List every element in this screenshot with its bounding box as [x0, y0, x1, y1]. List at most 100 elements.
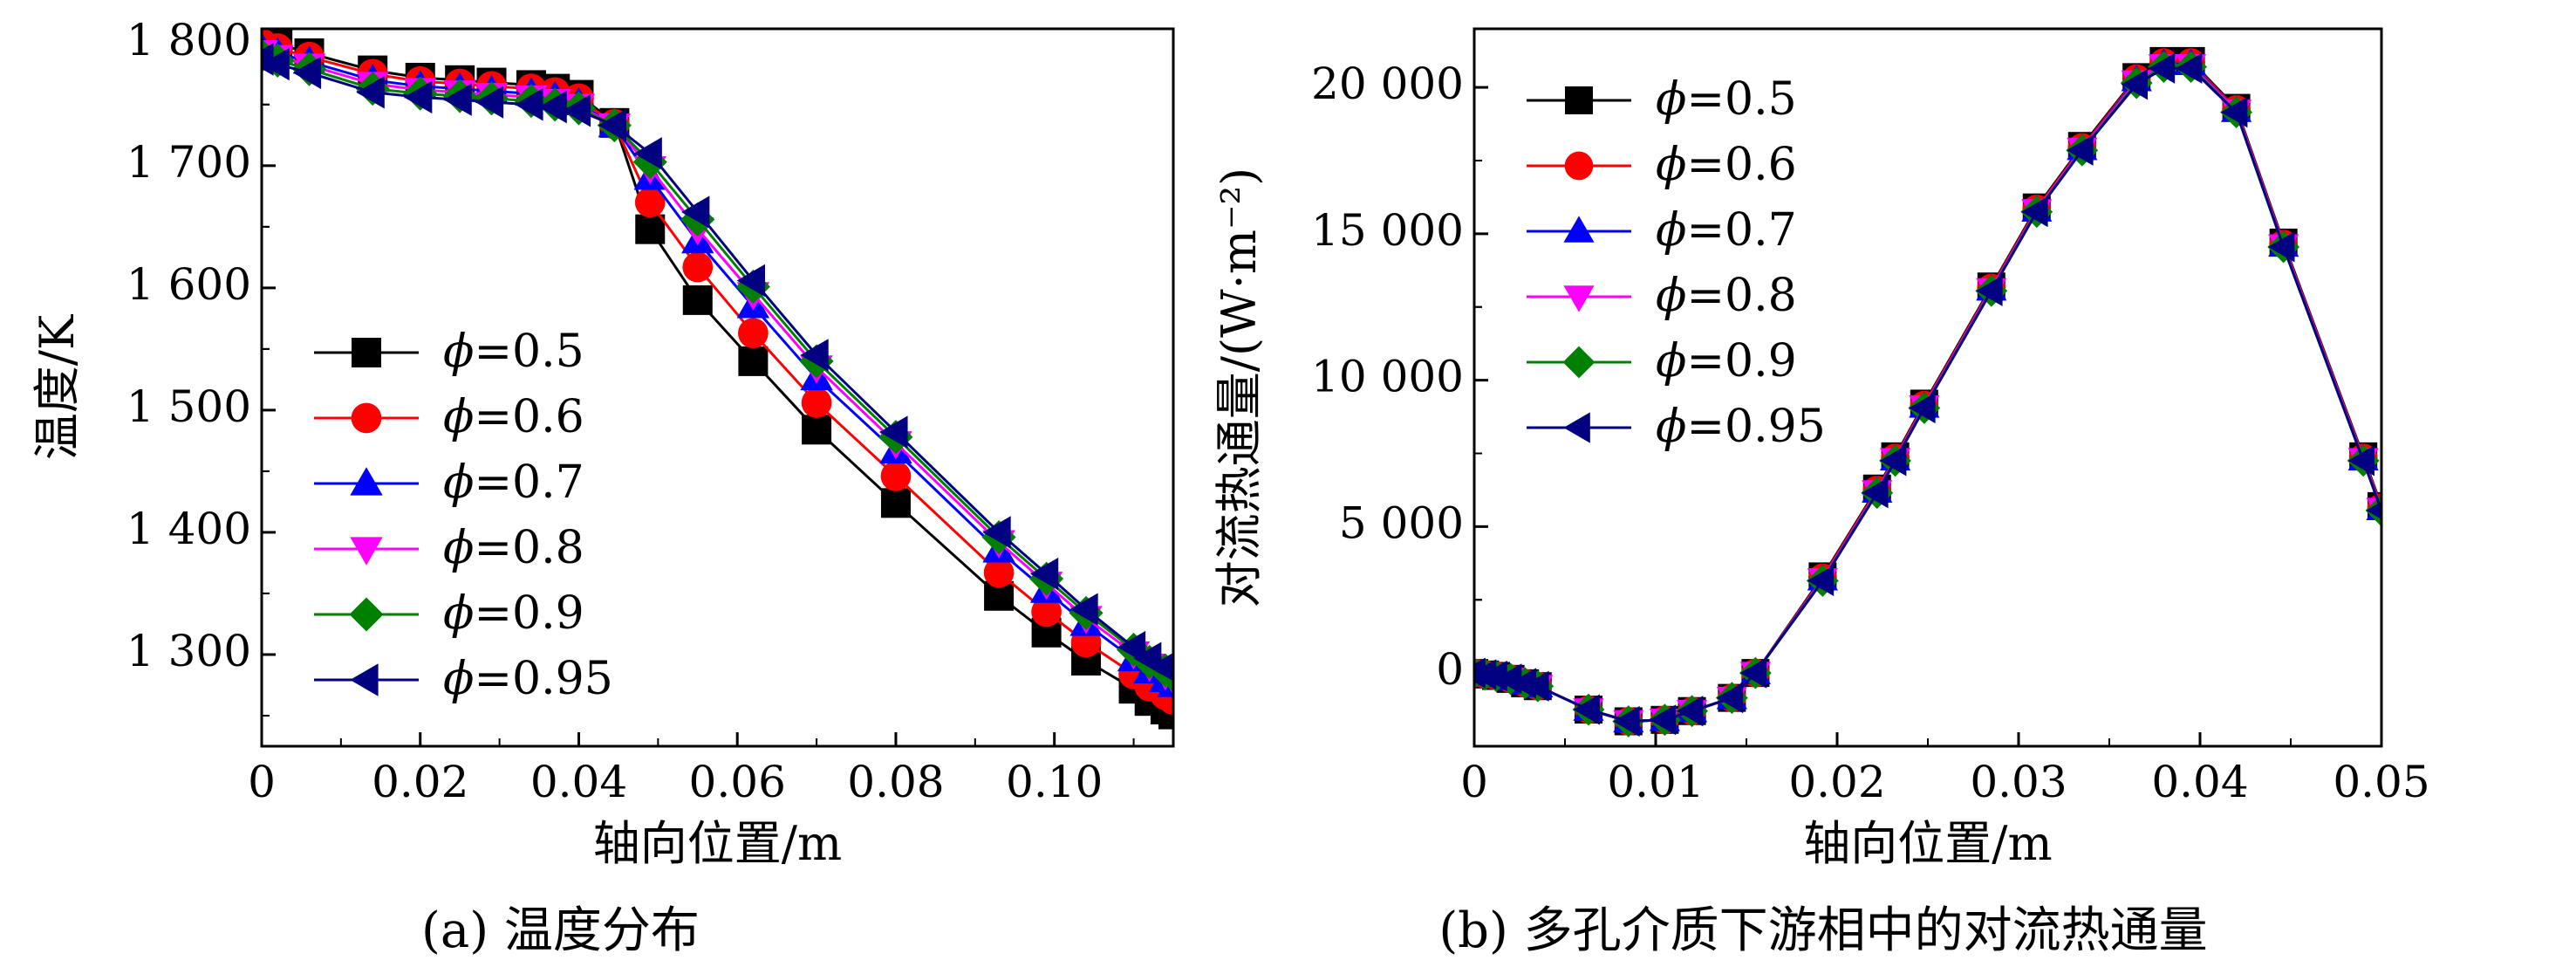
data-point [292, 56, 322, 90]
data-point [1029, 557, 1059, 591]
legend-marker [1563, 412, 1590, 443]
plot-frame [1472, 27, 2383, 748]
legend-marker [1563, 216, 1595, 243]
data-point [682, 251, 714, 283]
legend-marker [349, 597, 384, 632]
legend-label: ϕ=0.9 [1656, 335, 1797, 388]
caption: (b) 多孔介质下游相中的对流热通量 [1438, 902, 2207, 959]
legend-marker [1564, 151, 1594, 181]
y-tick-label: 10 000 [1311, 352, 1464, 402]
legend-label: ϕ=0.5 [443, 326, 584, 378]
data-point [1509, 668, 1537, 699]
data-point [515, 88, 543, 121]
legend-marker [1563, 285, 1595, 312]
data-point [879, 415, 908, 449]
data-point [1069, 593, 1098, 626]
data-point [475, 86, 504, 119]
series-group [1474, 46, 2381, 737]
legend-label: ϕ=0.7 [1656, 204, 1797, 257]
data-point [2366, 501, 2381, 520]
data-point [1909, 392, 1936, 424]
legend-label: ϕ=0.95 [443, 653, 613, 705]
data-point [562, 94, 591, 127]
data-point [880, 488, 911, 518]
data-point [1031, 596, 1062, 628]
y-tick-label: 20 000 [1311, 58, 1464, 109]
y-tick-label: 5 000 [1339, 497, 1464, 548]
legend-label: ϕ=0.6 [443, 391, 584, 443]
data-point [1480, 660, 1507, 692]
data-point [1157, 662, 1173, 682]
x-tick-label: 0.06 [689, 757, 786, 807]
y-tick-label: 15 000 [1311, 205, 1464, 256]
plot-frame [260, 27, 1175, 748]
legend: ϕ=0.5 ϕ=0.6 ϕ=0.7 ϕ=0.8 ϕ=0.9 ϕ=0.95 [1527, 73, 1826, 453]
y-axis-label: 温度/K [30, 313, 85, 460]
legend-marker [1562, 346, 1595, 379]
y-tick-label: 0 [1436, 644, 1464, 695]
data-point [1807, 565, 1835, 597]
data-point [633, 137, 662, 170]
x-tick-label: 0.03 [1970, 757, 2067, 807]
data-point [681, 195, 710, 229]
chart-temperature: 0 0.02 0.04 0.06 0.08 0.10 1 300 1 400 1 500 1 60… [30, 15, 1175, 959]
data-point [2021, 196, 2048, 228]
data-point [404, 80, 433, 114]
legend-label: ϕ=0.8 [1656, 270, 1797, 322]
data-point [738, 318, 769, 349]
y-tick-label: 1 700 [126, 137, 251, 188]
legend: ϕ=0.5 ϕ=0.6 ϕ=0.7 ϕ=0.8 ϕ=0.9 ϕ=0.95 [314, 326, 613, 705]
data-point [1522, 670, 1549, 702]
legend-label: ϕ=0.8 [443, 522, 584, 574]
x-tick-label: 0 [248, 757, 276, 807]
legend-label: ϕ=0.9 [443, 587, 584, 640]
x-tick-label: 0.04 [530, 757, 627, 807]
data-point [738, 346, 769, 376]
data-point [1862, 477, 1889, 509]
data-point [1739, 657, 1767, 689]
x-tick-label: 0.02 [1788, 757, 1885, 807]
data-point [2221, 97, 2248, 128]
series-group [262, 29, 1173, 730]
y-tick-label: 1 500 [126, 381, 251, 432]
legend-label: ϕ=0.6 [1656, 139, 1797, 191]
x-tick-label: 0.10 [1006, 757, 1103, 807]
legend-marker [350, 467, 383, 496]
data-point [1649, 704, 1677, 736]
y-tick-label: 1 400 [126, 504, 251, 554]
y-tick-label: 1 600 [126, 259, 251, 310]
x-tick-label: 0.05 [2333, 757, 2429, 807]
x-tick-label: 0.04 [2151, 757, 2248, 807]
data-point [2268, 231, 2295, 263]
data-point [598, 108, 626, 142]
data-point [1677, 696, 1704, 727]
data-point [262, 47, 290, 81]
x-tick-label: 0.08 [847, 757, 944, 807]
legend-label: ϕ=0.7 [443, 456, 584, 509]
legend-marker [350, 537, 383, 566]
data-point [356, 76, 385, 109]
data-point [736, 264, 765, 298]
data-point [2067, 134, 2094, 166]
data-point [2121, 69, 2148, 100]
y-axis-label: 对流热通量/(W·m⁻²) [1212, 168, 1267, 607]
data-point [1613, 705, 1640, 737]
data-point [880, 461, 912, 491]
x-tick-label: 0 [1460, 757, 1488, 807]
y-tick-label: 1 800 [126, 15, 251, 65]
data-point [2347, 445, 2374, 477]
legend-marker [350, 663, 379, 696]
data-point [1716, 682, 1744, 714]
legend-marker [351, 402, 382, 434]
legend-marker [1565, 86, 1593, 114]
x-axis-label: 轴向位置/m [593, 816, 842, 871]
legend-label: ϕ=0.5 [1656, 73, 1797, 126]
data-point [802, 415, 832, 445]
data-point [1573, 694, 1600, 725]
data-point [682, 285, 713, 315]
x-tick-label: 0.01 [1607, 757, 1704, 807]
data-point [801, 388, 832, 418]
data-point [635, 214, 666, 244]
legend-marker [352, 338, 381, 367]
chart-heat-flux: 0 0.01 0.02 0.03 0.04 0.05 0 5 000 10 000 15 000 2… [1212, 27, 2430, 959]
